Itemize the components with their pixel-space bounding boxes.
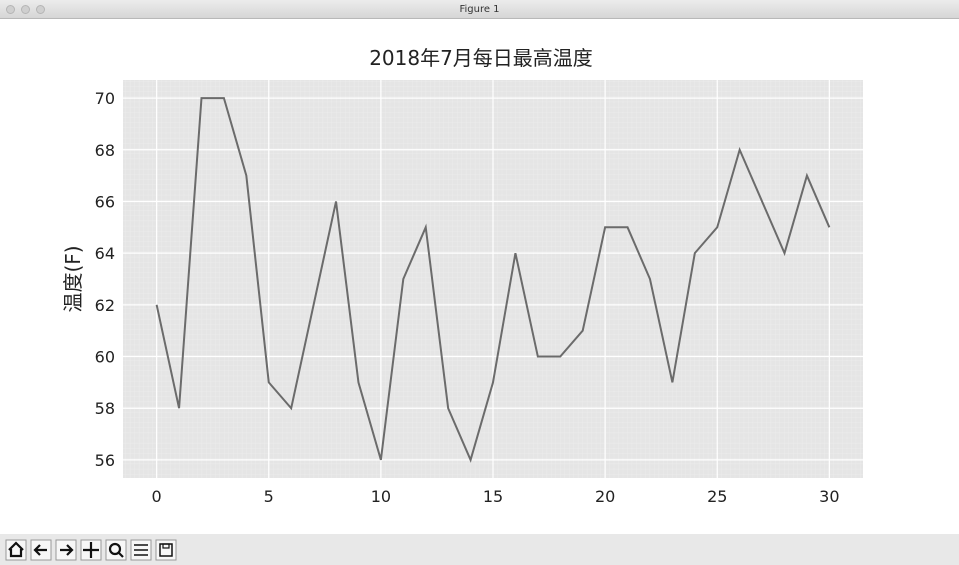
y-tick-label: 58 xyxy=(95,399,115,418)
minimize-button[interactable] xyxy=(21,5,30,14)
toolbar-icons xyxy=(5,539,177,561)
title-bar: Figure 1 xyxy=(0,0,959,19)
chart-title: 2018年7月每日最高温度 xyxy=(369,46,593,70)
toolbar xyxy=(0,534,959,565)
x-tick-label: 30 xyxy=(819,487,839,506)
save-button[interactable] xyxy=(155,539,177,561)
y-axis-label: 温度(F) xyxy=(61,245,85,312)
close-button[interactable] xyxy=(6,5,15,14)
chart: 2018年7月每日最高温度 温度(F) 56 58 60 62 64 66 68 70 0 5 10… xyxy=(61,46,863,506)
configure-button[interactable] xyxy=(130,539,152,561)
zoom-button[interactable] xyxy=(36,5,45,14)
x-tick-label: 5 xyxy=(264,487,274,506)
y-tick-label: 62 xyxy=(95,296,115,315)
y-tick-label: 68 xyxy=(95,141,115,160)
window-title: Figure 1 xyxy=(459,4,500,15)
home-button[interactable] xyxy=(5,539,27,561)
y-tick-label: 56 xyxy=(95,451,115,470)
y-tick-label: 64 xyxy=(95,244,115,263)
x-tick-label: 10 xyxy=(371,487,391,506)
y-tick-label: 70 xyxy=(95,89,115,108)
zoom-tool-button[interactable] xyxy=(105,539,127,561)
x-tick-label: 0 xyxy=(152,487,162,506)
data-line xyxy=(155,97,831,463)
x-tick-label: 25 xyxy=(707,487,727,506)
y-tick-label: 60 xyxy=(95,348,115,367)
pan-button[interactable] xyxy=(80,539,102,561)
forward-button[interactable] xyxy=(55,539,77,561)
x-tick-label: 15 xyxy=(483,487,503,506)
y-tick-label: 66 xyxy=(95,192,115,211)
back-button[interactable] xyxy=(30,539,52,561)
x-tick-label: 20 xyxy=(595,487,615,506)
